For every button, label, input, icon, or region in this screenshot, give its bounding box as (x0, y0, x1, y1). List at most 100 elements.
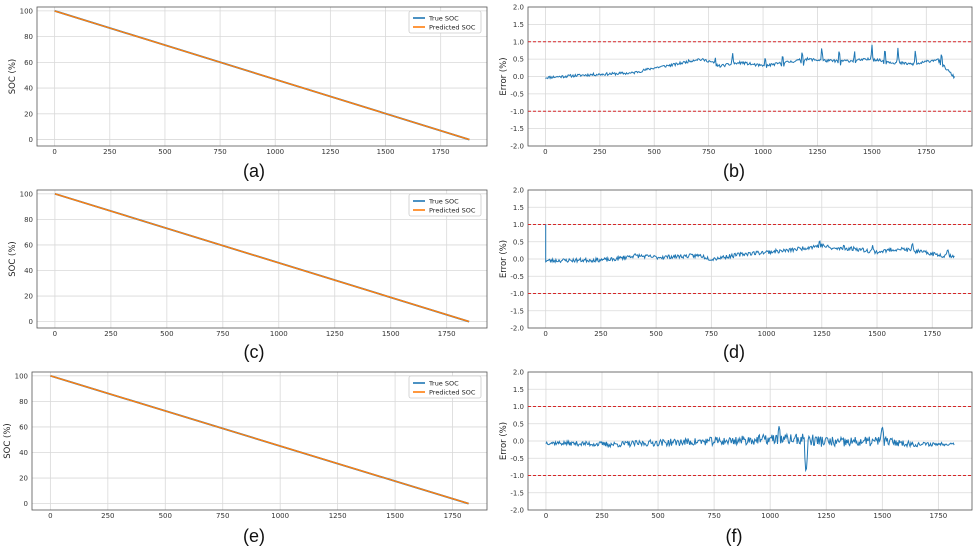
legend-label: Predicted SOC (429, 23, 476, 31)
y-tick-label: 80 (24, 216, 33, 224)
y-tick-label: -1.5 (510, 125, 524, 133)
y-tick-label: 20 (24, 110, 33, 118)
x-tick-label: 1500 (386, 512, 404, 520)
y-tick-label: 80 (24, 33, 33, 41)
x-tick-label: 1500 (377, 148, 395, 156)
x-tick-label: 1000 (270, 330, 288, 338)
y-tick-label: 0.5 (513, 56, 524, 64)
y-tick-label: -0.5 (510, 455, 524, 463)
y-tick-label: 2.0 (513, 187, 524, 195)
y-tick-label: 80 (19, 398, 28, 406)
x-tick-label: 1750 (432, 148, 450, 156)
x-tick-label: 1000 (271, 512, 289, 520)
x-tick-label: 0 (543, 148, 547, 156)
legend-box (408, 10, 482, 34)
x-tick-label: 250 (104, 330, 117, 338)
error-series-line (545, 426, 955, 473)
y-tick-label: -2.0 (510, 143, 524, 151)
y-tick-label: -0.5 (510, 90, 524, 98)
x-tick-label: 0 (53, 330, 57, 338)
legend-box (408, 375, 482, 399)
x-tick-label: 1500 (868, 330, 886, 338)
legend-label: True SOC (428, 197, 459, 205)
x-tick-label: 1000 (761, 512, 779, 520)
chart-panel-c: 0 250 500 750 1000 1250 1500 1750 0 20 40 60 80 100 SO… (8, 189, 488, 362)
chart-panel-f: 0 250 500 750 1000 1250 1500 1750 -2.0 -1.5 -1.0 -0… (499, 369, 973, 546)
x-tick-label: 1000 (266, 148, 284, 156)
x-tick-label: 250 (101, 512, 114, 520)
y-axis-title: Error (%) (499, 240, 509, 278)
chart-panel-e: 0 250 500 750 1000 1250 1500 1750 0 20 40 60 80 100 SO… (3, 371, 488, 546)
y-tick-label: -1.5 (510, 307, 524, 315)
chart-panel-b: 0 250 500 750 1000 1250 1500 1750 -2.0 -1.5 -1.0 -0… (499, 4, 973, 181)
y-tick-label: 1.0 (513, 403, 524, 411)
x-tick-label: 250 (594, 330, 607, 338)
y-tick-label: 0.5 (513, 238, 524, 246)
legend-box (408, 193, 482, 217)
x-tick-label: 1750 (929, 512, 947, 520)
x-tick-label: 1250 (817, 512, 835, 520)
x-tick-label: 500 (648, 148, 661, 156)
x-tick-label: 750 (702, 148, 715, 156)
y-tick-label: -1.0 (510, 290, 524, 298)
y-tick-label: -1.0 (510, 472, 524, 480)
x-tick-label: 500 (160, 330, 173, 338)
x-tick-label: 1500 (873, 512, 891, 520)
x-tick-label: 1250 (809, 148, 827, 156)
x-tick-label: 1500 (863, 148, 881, 156)
x-tick-label: 1250 (321, 148, 339, 156)
x-tick-label: 1250 (329, 512, 347, 520)
y-tick-label: 1.5 (513, 21, 524, 29)
x-tick-label: 750 (216, 330, 229, 338)
x-tick-label: 750 (213, 148, 226, 156)
y-tick-label: 2.0 (513, 369, 524, 377)
y-tick-label: 20 (19, 475, 28, 483)
x-tick-label: 0 (48, 512, 52, 520)
panel-caption: (b) (723, 161, 745, 181)
panel-caption: (a) (243, 161, 265, 181)
panel-caption: (f) (726, 526, 743, 546)
plot-area-frame (527, 189, 973, 329)
y-tick-label: 1.0 (513, 221, 524, 229)
x-tick-label: 0 (544, 512, 548, 520)
y-tick-label: 40 (24, 267, 33, 275)
x-tick-label: 750 (216, 512, 229, 520)
x-tick-label: 250 (593, 148, 606, 156)
legend-label: Predicted SOC (429, 206, 476, 214)
error-series-line (545, 224, 955, 264)
predicted-soc-line (50, 375, 469, 505)
x-tick-label: 1000 (754, 148, 772, 156)
x-tick-label: 500 (651, 512, 664, 520)
y-tick-label: -2.0 (510, 507, 524, 515)
plot-area-frame (527, 6, 973, 147)
chart-panel-d: 0 250 500 750 1000 1250 1500 1750 -2.0 -1.5 -1.0 -0… (499, 187, 973, 362)
y-tick-label: -1.0 (510, 108, 524, 116)
y-tick-label: 0.0 (513, 73, 524, 81)
x-tick-label: 500 (159, 512, 172, 520)
y-tick-label: 60 (19, 423, 28, 431)
y-axis-title: Error (%) (499, 57, 509, 95)
error-series-line (545, 44, 956, 80)
predicted-soc-line (54, 10, 470, 141)
legend-label: Predicted SOC (429, 388, 476, 396)
y-tick-label: 0.0 (513, 438, 524, 446)
y-tick-label: 0.5 (513, 420, 524, 428)
y-axis-title: Error (%) (499, 422, 509, 460)
y-tick-label: 2.0 (513, 4, 524, 12)
y-tick-label: 1.5 (513, 204, 524, 212)
y-tick-label: -2.0 (510, 325, 524, 333)
x-tick-label: 1500 (382, 330, 400, 338)
y-tick-label: -1.5 (510, 489, 524, 497)
y-tick-label: 40 (24, 85, 33, 93)
predicted-soc-line (54, 193, 470, 323)
plot-area-frame (36, 6, 488, 147)
panel-caption: (c) (244, 342, 265, 362)
x-tick-label: 1750 (917, 148, 935, 156)
y-axis-title: SOC (%) (3, 423, 13, 458)
y-tick-label: 0 (29, 136, 33, 144)
x-tick-label: 500 (649, 330, 662, 338)
x-tick-label: 1250 (813, 330, 831, 338)
y-tick-label: 1.5 (513, 386, 524, 394)
y-tick-label: 0 (29, 318, 33, 326)
x-tick-label: 1250 (326, 330, 344, 338)
